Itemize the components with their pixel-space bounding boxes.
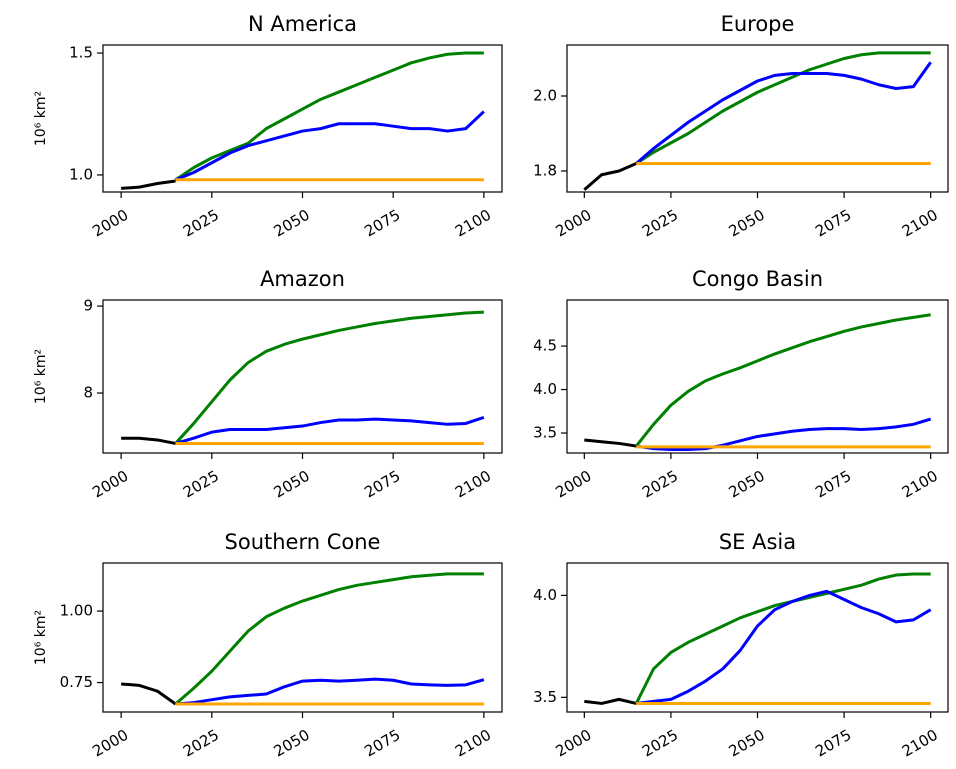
y-tick-label: 4.5: [533, 337, 557, 355]
series-line: [584, 438, 637, 448]
y-tick-label: 1.0: [69, 165, 93, 183]
series-line: [174, 51, 484, 182]
axes-frame: [566, 44, 949, 193]
x-tick-label: 2025: [639, 206, 681, 241]
chart-title: Europe: [721, 12, 795, 36]
axes-frame: [102, 44, 503, 193]
x-tick-label: 2100: [899, 467, 941, 502]
axes-frame: [102, 299, 503, 454]
y-tick-label: 0.75: [60, 673, 93, 691]
series-line: [635, 313, 931, 447]
x-tick-label: 2050: [726, 467, 768, 502]
x-tick-label: 2025: [180, 467, 222, 502]
series-line: [174, 310, 484, 445]
x-tick-label: 2100: [899, 206, 941, 241]
series-line: [583, 162, 637, 191]
y-tick-label: 1.5: [69, 44, 93, 62]
chart-title: SE Asia: [719, 530, 796, 554]
series-line: [635, 61, 932, 165]
axes-frame: [566, 562, 949, 713]
x-tick-label: 2025: [639, 467, 681, 502]
series-line: [584, 697, 637, 705]
y-axis-label: 10⁶ km²: [33, 91, 49, 146]
y-axis-label: 10⁶ km²: [33, 349, 49, 404]
series-line: [174, 572, 484, 706]
series-line: [635, 51, 931, 165]
x-tick-label: 2025: [180, 726, 222, 761]
series-line: [636, 589, 932, 705]
series-line: [636, 417, 932, 452]
axes-frame: [102, 562, 503, 713]
x-tick-label: 2075: [361, 467, 403, 502]
y-tick-label: 3.5: [533, 424, 557, 442]
chart-title: Congo Basin: [692, 267, 823, 291]
series-line: [175, 677, 485, 706]
series-line: [634, 572, 931, 705]
chart-title: Southern Cone: [225, 530, 381, 554]
x-tick-label: 2025: [639, 726, 681, 761]
series-line: [174, 110, 485, 182]
x-tick-label: 2100: [452, 726, 494, 761]
axes-frame: [566, 299, 949, 454]
y-tick-label: 4.0: [533, 586, 557, 604]
x-tick-label: 2075: [812, 726, 854, 761]
x-tick-label: 2100: [452, 467, 494, 502]
x-tick-label: 2100: [452, 206, 494, 241]
x-tick-label: 2050: [271, 206, 313, 241]
x-tick-label: 2075: [812, 467, 854, 502]
x-tick-label: 2050: [726, 726, 768, 761]
x-tick-label: 2050: [271, 726, 313, 761]
y-tick-label: 8: [83, 384, 93, 402]
x-tick-label: 2000: [552, 206, 594, 241]
y-axis-label: 10⁶ km²: [33, 610, 49, 665]
x-tick-label: 2000: [552, 726, 594, 761]
y-tick-label: 9: [83, 297, 93, 315]
x-tick-label: 2000: [552, 467, 594, 502]
series-line: [175, 415, 485, 445]
chart-title: N America: [248, 12, 357, 36]
y-tick-label: 3.5: [533, 688, 557, 706]
x-tick-label: 2025: [180, 206, 222, 241]
x-tick-label: 2075: [361, 206, 403, 241]
y-tick-label: 1.8: [533, 162, 557, 180]
y-tick-label: 1.00: [60, 602, 93, 620]
x-tick-label: 2050: [271, 467, 313, 502]
x-tick-label: 2000: [89, 467, 131, 502]
series-line: [121, 682, 177, 706]
x-tick-label: 2075: [361, 726, 403, 761]
series-line: [121, 436, 176, 445]
x-tick-label: 2050: [726, 206, 768, 241]
series-line: [121, 179, 176, 190]
x-tick-label: 2075: [812, 206, 854, 241]
x-tick-label: 2000: [89, 726, 131, 761]
chart-title: Amazon: [260, 267, 345, 291]
x-tick-label: 2100: [899, 726, 941, 761]
x-tick-label: 2000: [89, 206, 131, 241]
y-tick-label: 4.0: [533, 380, 557, 398]
y-tick-label: 2.0: [533, 87, 557, 105]
